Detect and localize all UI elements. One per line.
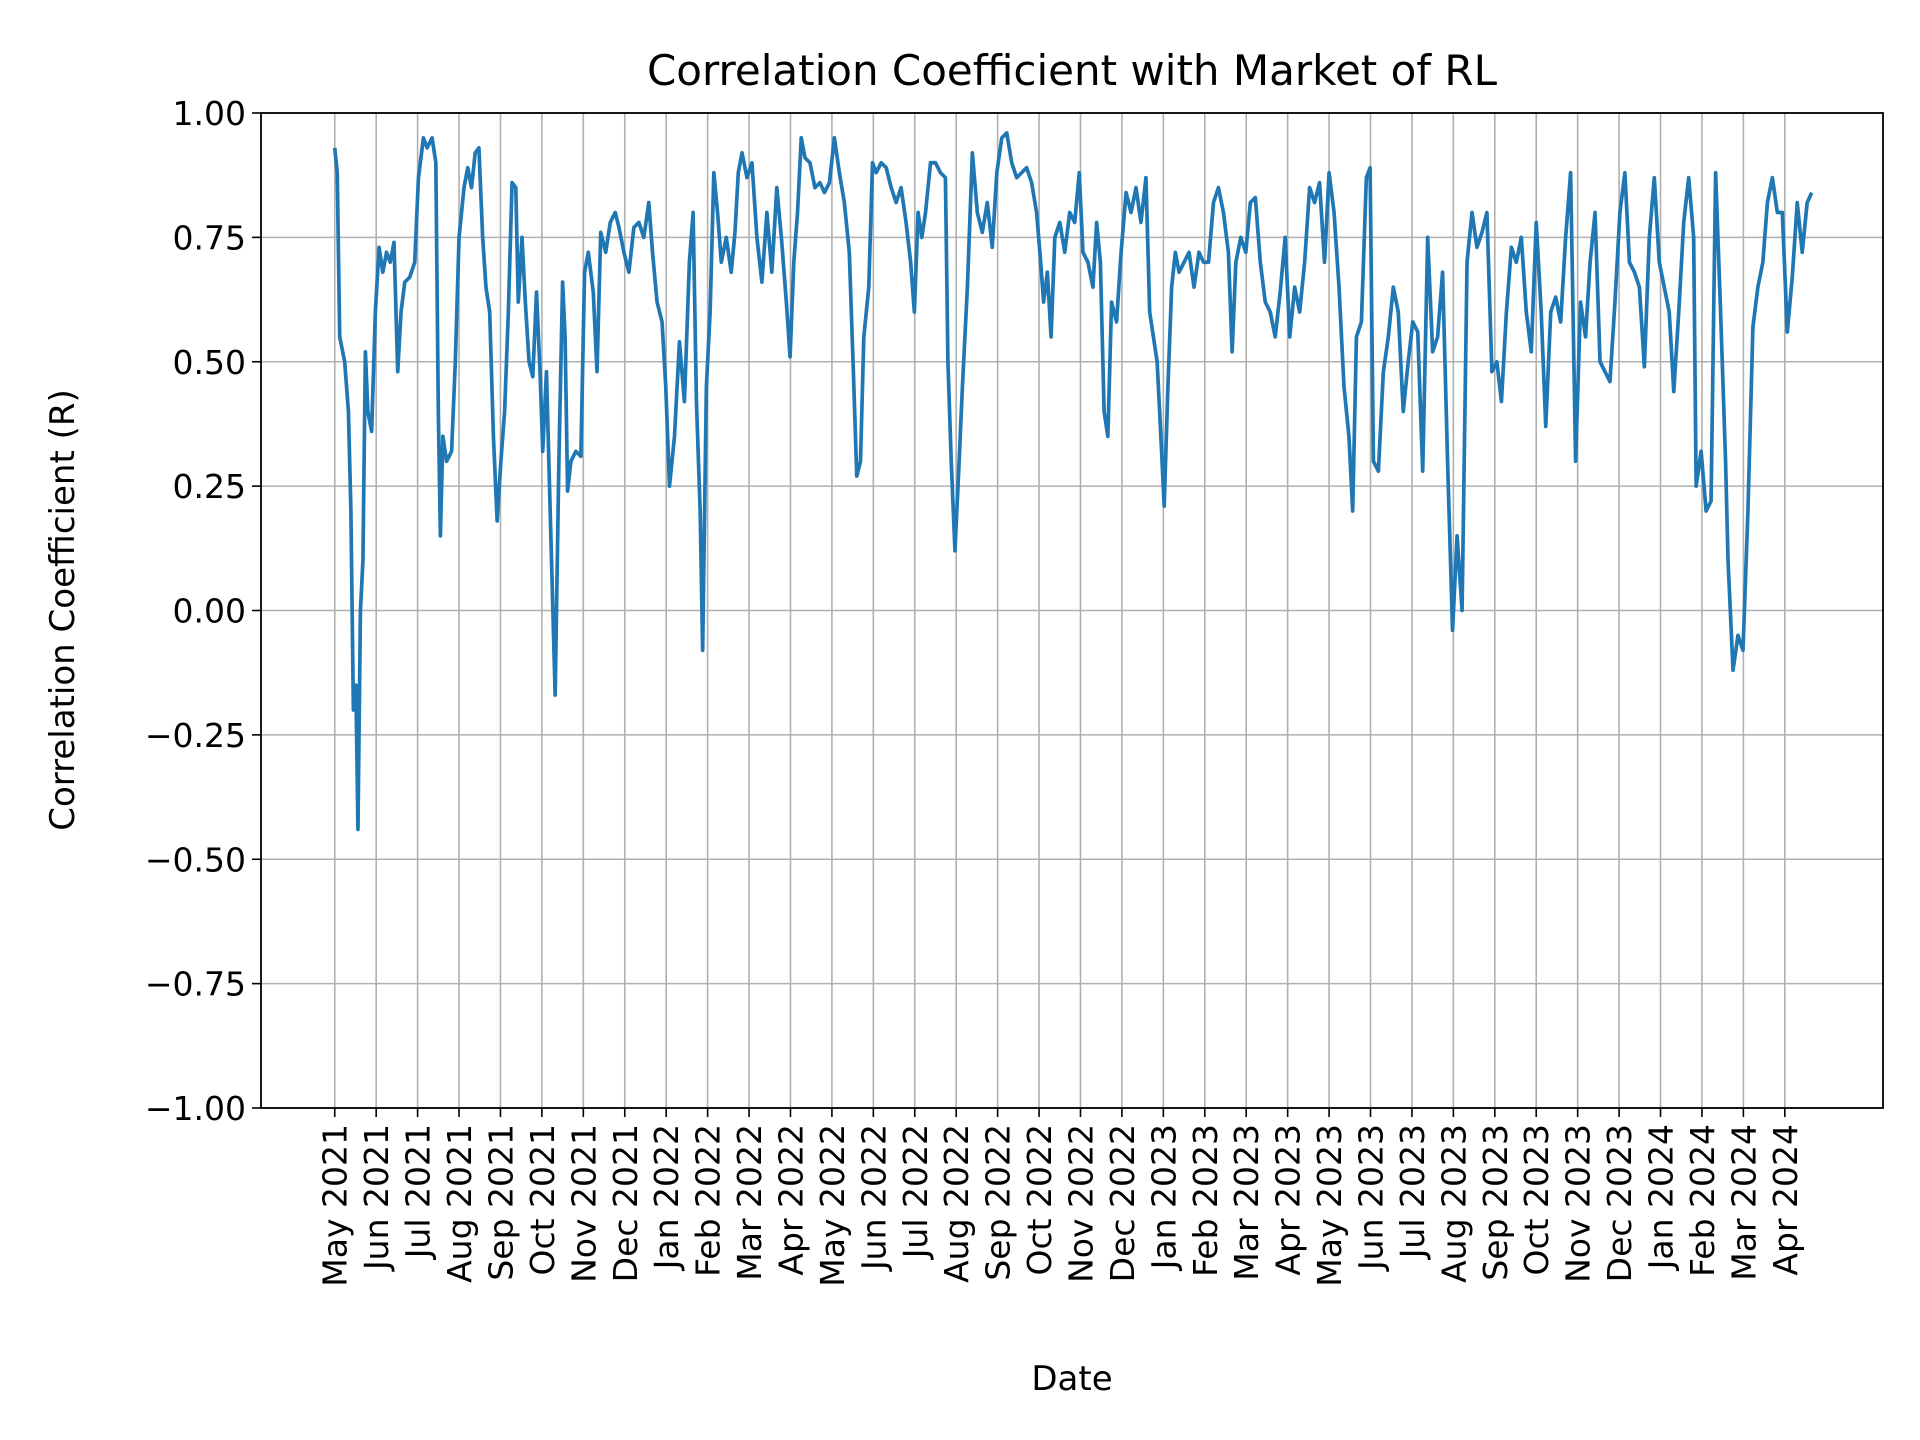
x-tick-label: Oct 2022	[1020, 1124, 1059, 1276]
y-tick-label: 0.75	[173, 218, 246, 257]
x-tick-label: Mar 2022	[730, 1124, 769, 1281]
x-tick-label: Dec 2022	[1103, 1124, 1142, 1282]
x-tick-label: Jan 2022	[647, 1124, 686, 1271]
x-tick-label: May 2021	[316, 1124, 355, 1287]
x-tick-label: Aug 2023	[1434, 1124, 1473, 1283]
x-tick-label: Apr 2024	[1766, 1124, 1805, 1276]
x-tick-label: Aug 2022	[937, 1124, 976, 1283]
x-tick-label: Oct 2021	[523, 1124, 562, 1276]
x-tick-label: Mar 2024	[1724, 1124, 1763, 1281]
x-tick-label: Jul 2021	[399, 1124, 438, 1260]
y-axis-label: Correlation Coefficient (R)	[43, 389, 83, 831]
x-tick-label: Oct 2023	[1517, 1124, 1556, 1276]
x-tick-label: May 2022	[813, 1124, 852, 1287]
x-tick-label: Jun 2022	[854, 1124, 893, 1272]
x-tick-label: Jan 2023	[1144, 1124, 1183, 1271]
x-tick-label: Mar 2023	[1227, 1124, 1266, 1281]
y-tick-label: −0.25	[145, 716, 246, 755]
y-tick-label: −0.75	[145, 965, 246, 1004]
y-tick-label: −1.00	[145, 1089, 246, 1128]
y-tick-label: 0.25	[173, 467, 246, 506]
y-tick-label: 1.00	[173, 94, 246, 133]
x-tick-label: Nov 2022	[1061, 1124, 1100, 1283]
chart-title: Correlation Coefficient with Market of R…	[647, 46, 1498, 95]
data-line	[332, 131, 1814, 832]
x-tick-label: Jan 2024	[1642, 1124, 1681, 1271]
x-tick-label: Dec 2023	[1600, 1124, 1639, 1282]
x-tick-label: Jun 2023	[1352, 1124, 1391, 1272]
x-tick-label: Nov 2021	[564, 1124, 603, 1283]
x-axis-label: Date	[1031, 1359, 1112, 1399]
x-tick-label: Jun 2021	[357, 1124, 396, 1272]
x-tick-label: Apr 2022	[771, 1124, 810, 1276]
plot-frame	[260, 112, 1884, 1109]
x-tick-label: Nov 2023	[1559, 1124, 1598, 1283]
x-tick-label: Aug 2021	[440, 1124, 479, 1283]
y-tick-label: 0.50	[173, 343, 246, 382]
x-tick-label: Sep 2022	[979, 1124, 1018, 1281]
y-tick-label: 0.00	[173, 592, 246, 631]
x-tick-label: Apr 2023	[1269, 1124, 1308, 1276]
x-tick-label: Jul 2023	[1393, 1124, 1432, 1260]
x-tick-label: Sep 2021	[481, 1124, 520, 1281]
x-tick-label: Feb 2023	[1186, 1124, 1225, 1277]
x-tick-label: Feb 2022	[689, 1124, 728, 1277]
y-tick-label: −0.50	[145, 840, 246, 879]
x-tick-label: Dec 2021	[606, 1124, 645, 1282]
x-tick-label: Feb 2024	[1683, 1124, 1722, 1277]
x-tick-label: Sep 2023	[1476, 1124, 1515, 1281]
x-tick-label: Jul 2022	[896, 1124, 935, 1260]
x-tick-label: May 2023	[1310, 1124, 1349, 1287]
